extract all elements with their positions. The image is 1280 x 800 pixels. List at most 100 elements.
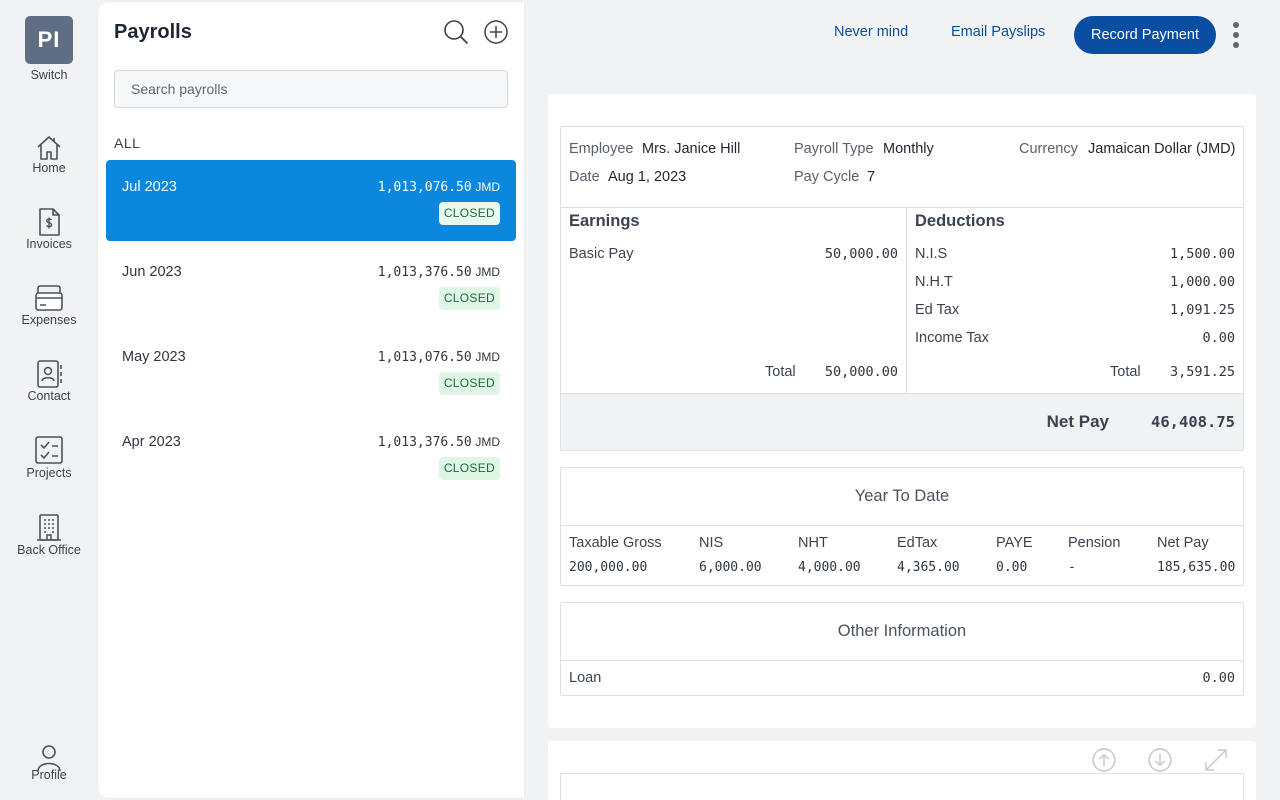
email-payslips-button[interactable]: Email Payslips (951, 24, 1046, 40)
other-info-title: Other Information (837, 622, 967, 640)
status-badge: CLOSED (438, 202, 500, 225)
payroll-amount: 1,013,376.50 JMD (378, 264, 500, 280)
status-badge: CLOSED (438, 287, 500, 310)
ytd-col-label: EdTax (897, 535, 938, 551)
payroll-amount-value: 1,013,076.50 (377, 180, 472, 195)
org-switch-button[interactable]: PI (25, 16, 73, 64)
net-pay-label: Net Pay (1046, 412, 1109, 431)
payroll-amount: 1,013,076.50 JMD (378, 349, 500, 365)
other-info-name: Loan (569, 670, 602, 686)
record-payment-button[interactable]: Record Payment (1074, 16, 1216, 54)
invoice-icon (39, 208, 60, 236)
nav-expenses-label: Expenses (21, 313, 77, 327)
deduction-name: Income Tax (915, 330, 989, 346)
payslip-box: Employee Mrs. Janice Hill Payroll Type M… (560, 126, 1244, 451)
payroll-type-value: Monthly (883, 141, 934, 157)
group-label: ALL (114, 135, 141, 151)
payroll-currency: JMD (475, 435, 500, 449)
app-nav-rail: PI Switch Home Invoices Expenses Contact (0, 0, 98, 800)
nav-back-office-label: Back Office (17, 543, 81, 557)
employee-label: Employee (569, 141, 634, 157)
deduction-amount: 0.00 (1202, 330, 1235, 346)
deductions-total-label: Total (1110, 364, 1141, 380)
payroll-period: May 2023 (122, 349, 186, 365)
payroll-list-item[interactable]: May 2023 1,013,076.50 JMD CLOSED (106, 330, 516, 411)
ytd-col-value: 185,635.00 (1157, 560, 1236, 575)
payroll-amount: 1,013,076.50 JMD (378, 179, 500, 195)
nav-home[interactable]: Home (0, 130, 98, 190)
pay-cycle-value: 7 (867, 169, 876, 185)
ytd-col-value: 200,000.00 (569, 560, 648, 575)
payroll-list-item[interactable]: Apr 2023 1,013,376.50 JMD CLOSED (106, 415, 516, 496)
ytd-col-label: Pension (1068, 535, 1121, 551)
payroll-amount: 1,013,376.50 JMD (378, 434, 500, 450)
payroll-period: Jun 2023 (122, 264, 182, 280)
divider (561, 207, 1243, 208)
next-payslip-document (548, 741, 1256, 800)
search-icon[interactable] (442, 18, 470, 46)
ytd-col-value: 4,000.00 (798, 560, 861, 575)
employee-value: Mrs. Janice Hill (642, 141, 741, 157)
deduction-name: Ed Tax (915, 302, 960, 318)
payroll-currency: JMD (475, 350, 500, 364)
ytd-col-label: PAYE (996, 535, 1033, 551)
payroll-amount-value: 1,013,376.50 (377, 435, 472, 450)
building-icon (37, 514, 61, 541)
earnings-total: 50,000.00 (824, 364, 898, 380)
home-icon (37, 136, 61, 160)
ytd-col-value: 6,000.00 (699, 560, 762, 575)
nav-invoices[interactable]: Invoices (0, 206, 98, 266)
deduction-amount: 1,091.25 (1169, 302, 1235, 318)
never-mind-button[interactable]: Never mind (834, 24, 909, 40)
ytd-col-value: 4,365.00 (897, 560, 960, 575)
nav-profile-label: Profile (31, 768, 67, 782)
earnings-total-label: Total (765, 364, 796, 380)
deductions-heading: Deductions (915, 212, 1005, 230)
payroll-period: Apr 2023 (122, 434, 181, 450)
payroll-amount-value: 1,013,076.50 (377, 350, 472, 365)
deduction-name: N.H.T (915, 274, 953, 290)
payroll-type-label: Payroll Type (794, 141, 874, 157)
other-info-box: Other Information Loan 0.00 (560, 602, 1244, 696)
payroll-currency: JMD (475, 180, 500, 194)
status-badge: CLOSED (438, 457, 500, 480)
payroll-amount-value: 1,013,376.50 (377, 265, 472, 280)
contact-book-icon (37, 360, 62, 388)
nav-expenses[interactable]: Expenses (0, 282, 98, 342)
payroll-list-item[interactable]: Jun 2023 1,013,376.50 JMD CLOSED (106, 245, 516, 326)
status-badge: CLOSED (438, 372, 500, 395)
earning-name: Basic Pay (569, 246, 634, 262)
arrow-down-icon[interactable] (1147, 747, 1173, 773)
deduction-amount: 1,000.00 (1169, 274, 1235, 290)
earnings-heading: Earnings (569, 212, 640, 230)
ytd-title: Year To Date (854, 487, 950, 505)
search-input[interactable] (114, 70, 508, 108)
pay-cycle-label: Pay Cycle (794, 169, 860, 185)
org-logo: PI (37, 27, 61, 52)
payslip-document: Employee Mrs. Janice Hill Payroll Type M… (548, 94, 1256, 728)
ytd-col-label: Net Pay (1157, 535, 1209, 551)
currency-value: Jamaican Dollar (JMD) (1088, 141, 1236, 157)
nav-projects-label: Projects (26, 466, 72, 480)
add-icon[interactable] (482, 18, 510, 46)
switch-label: Switch (30, 68, 68, 82)
nav-profile[interactable]: Profile (0, 740, 98, 800)
arrow-up-icon[interactable] (1091, 747, 1117, 773)
more-options-icon[interactable] (1226, 20, 1246, 50)
payroll-list-item[interactable]: Jul 2023 1,013,076.50 JMD CLOSED (106, 160, 516, 241)
nav-contact[interactable]: Contact (0, 358, 98, 418)
divider (561, 660, 1243, 661)
nav-back-office[interactable]: Back Office (0, 511, 98, 571)
ytd-col-label: NIS (699, 535, 724, 551)
deduction-amount: 1,500.00 (1169, 246, 1235, 262)
payroll-list-panel: Payrolls ALL Jul 2023 1,013,076.50 JMD C… (98, 2, 524, 798)
payroll-period: Jul 2023 (122, 179, 177, 195)
date-value: Aug 1, 2023 (608, 169, 687, 185)
checklist-icon (35, 436, 63, 464)
nav-projects[interactable]: Projects (0, 434, 98, 494)
ytd-box: Year To Date Taxable Gross 200,000.00 NI… (560, 467, 1244, 586)
deductions-total: 3,591.25 (1169, 364, 1235, 380)
nav-invoices-label: Invoices (26, 237, 72, 251)
expand-icon[interactable] (1203, 747, 1229, 773)
ytd-col-value: 0.00 (996, 560, 1028, 575)
